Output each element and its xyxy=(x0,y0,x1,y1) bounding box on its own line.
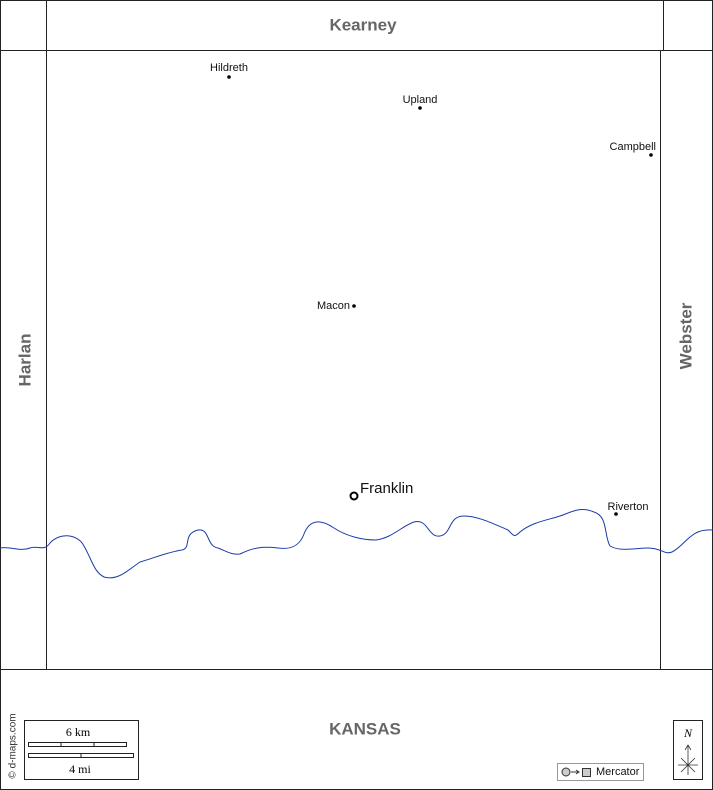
town-label: Riverton xyxy=(608,501,649,513)
town-label: Upland xyxy=(403,94,438,106)
town-dot xyxy=(418,106,422,110)
projection-icon xyxy=(561,767,571,777)
projection-icon xyxy=(571,769,580,775)
credit: © d-maps.com xyxy=(8,713,19,778)
projection-icon xyxy=(582,768,591,777)
scale-label: 6 km xyxy=(66,725,91,739)
town-label: Macon xyxy=(317,300,350,312)
projection-label: Mercator xyxy=(596,766,640,778)
town-dot xyxy=(352,304,356,308)
town-dot xyxy=(614,512,618,516)
neighbor-label: Kearney xyxy=(329,15,397,34)
scale-box xyxy=(24,720,139,780)
scale-bar xyxy=(28,742,127,747)
town-label: Hildreth xyxy=(210,62,248,74)
county-seat-label: Franklin xyxy=(360,480,413,497)
river xyxy=(0,509,713,579)
north-label: N xyxy=(683,726,693,740)
north-box xyxy=(673,720,703,780)
scale-label: 4 mi xyxy=(69,762,91,776)
neighbor-label: KANSAS xyxy=(329,719,401,738)
north-arrow xyxy=(678,744,698,775)
projection-box xyxy=(557,763,644,781)
neighbor-label: Webster xyxy=(676,302,695,369)
county-seat-marker xyxy=(349,491,359,501)
neighbor-label: Harlan xyxy=(15,334,34,387)
town-dot xyxy=(649,153,653,157)
town-label: Campbell xyxy=(610,141,656,153)
town-dot xyxy=(227,75,231,79)
